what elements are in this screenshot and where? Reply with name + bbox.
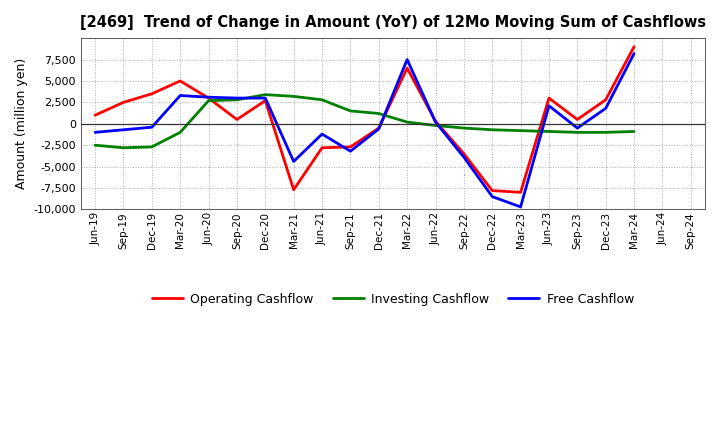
Operating Cashflow xyxy=(176,78,184,84)
Investing Cashflow xyxy=(346,108,355,114)
Investing Cashflow xyxy=(91,143,99,148)
Operating Cashflow xyxy=(459,151,468,156)
Free Cashflow xyxy=(204,95,213,100)
Investing Cashflow xyxy=(402,119,411,125)
Operating Cashflow xyxy=(573,117,582,122)
Free Cashflow xyxy=(488,194,497,199)
Operating Cashflow xyxy=(488,188,497,193)
Free Cashflow xyxy=(119,127,127,132)
Operating Cashflow xyxy=(630,44,639,49)
Operating Cashflow xyxy=(374,125,383,131)
Investing Cashflow xyxy=(318,97,326,103)
Free Cashflow xyxy=(601,106,610,111)
Operating Cashflow xyxy=(346,144,355,150)
Free Cashflow xyxy=(318,132,326,137)
Operating Cashflow xyxy=(431,118,440,124)
Operating Cashflow xyxy=(544,95,553,101)
Operating Cashflow xyxy=(601,97,610,103)
Operating Cashflow xyxy=(289,187,298,192)
Free Cashflow xyxy=(516,204,525,209)
Free Cashflow xyxy=(374,126,383,132)
Title: [2469]  Trend of Change in Amount (YoY) of 12Mo Moving Sum of Cashflows: [2469] Trend of Change in Amount (YoY) o… xyxy=(80,15,706,30)
Free Cashflow xyxy=(544,103,553,108)
Investing Cashflow xyxy=(488,127,497,132)
Free Cashflow xyxy=(573,125,582,131)
Free Cashflow xyxy=(431,119,440,125)
Free Cashflow xyxy=(459,154,468,160)
Line: Free Cashflow: Free Cashflow xyxy=(95,54,634,207)
Investing Cashflow xyxy=(261,92,269,97)
Free Cashflow xyxy=(346,149,355,154)
Free Cashflow xyxy=(261,95,269,101)
Investing Cashflow xyxy=(516,128,525,133)
Free Cashflow xyxy=(402,57,411,62)
Free Cashflow xyxy=(91,130,99,135)
Operating Cashflow xyxy=(91,113,99,118)
Investing Cashflow xyxy=(431,123,440,128)
Investing Cashflow xyxy=(374,111,383,116)
Free Cashflow xyxy=(289,159,298,164)
Investing Cashflow xyxy=(289,94,298,99)
Investing Cashflow xyxy=(459,125,468,131)
Operating Cashflow xyxy=(148,91,156,96)
Line: Investing Cashflow: Investing Cashflow xyxy=(95,95,634,148)
Legend: Operating Cashflow, Investing Cashflow, Free Cashflow: Operating Cashflow, Investing Cashflow, … xyxy=(147,288,639,311)
Investing Cashflow xyxy=(630,129,639,134)
Operating Cashflow xyxy=(261,98,269,103)
Free Cashflow xyxy=(148,125,156,130)
Y-axis label: Amount (million yen): Amount (million yen) xyxy=(15,58,28,189)
Free Cashflow xyxy=(176,93,184,98)
Investing Cashflow xyxy=(573,130,582,135)
Investing Cashflow xyxy=(544,129,553,134)
Operating Cashflow xyxy=(233,117,241,122)
Investing Cashflow xyxy=(176,130,184,135)
Operating Cashflow xyxy=(402,66,411,71)
Free Cashflow xyxy=(233,95,241,101)
Investing Cashflow xyxy=(148,144,156,150)
Operating Cashflow xyxy=(119,100,127,105)
Investing Cashflow xyxy=(204,98,213,103)
Investing Cashflow xyxy=(601,130,610,135)
Free Cashflow xyxy=(630,51,639,56)
Operating Cashflow xyxy=(204,95,213,101)
Operating Cashflow xyxy=(516,190,525,195)
Line: Operating Cashflow: Operating Cashflow xyxy=(95,47,634,192)
Investing Cashflow xyxy=(233,97,241,103)
Investing Cashflow xyxy=(119,145,127,150)
Operating Cashflow xyxy=(318,145,326,150)
